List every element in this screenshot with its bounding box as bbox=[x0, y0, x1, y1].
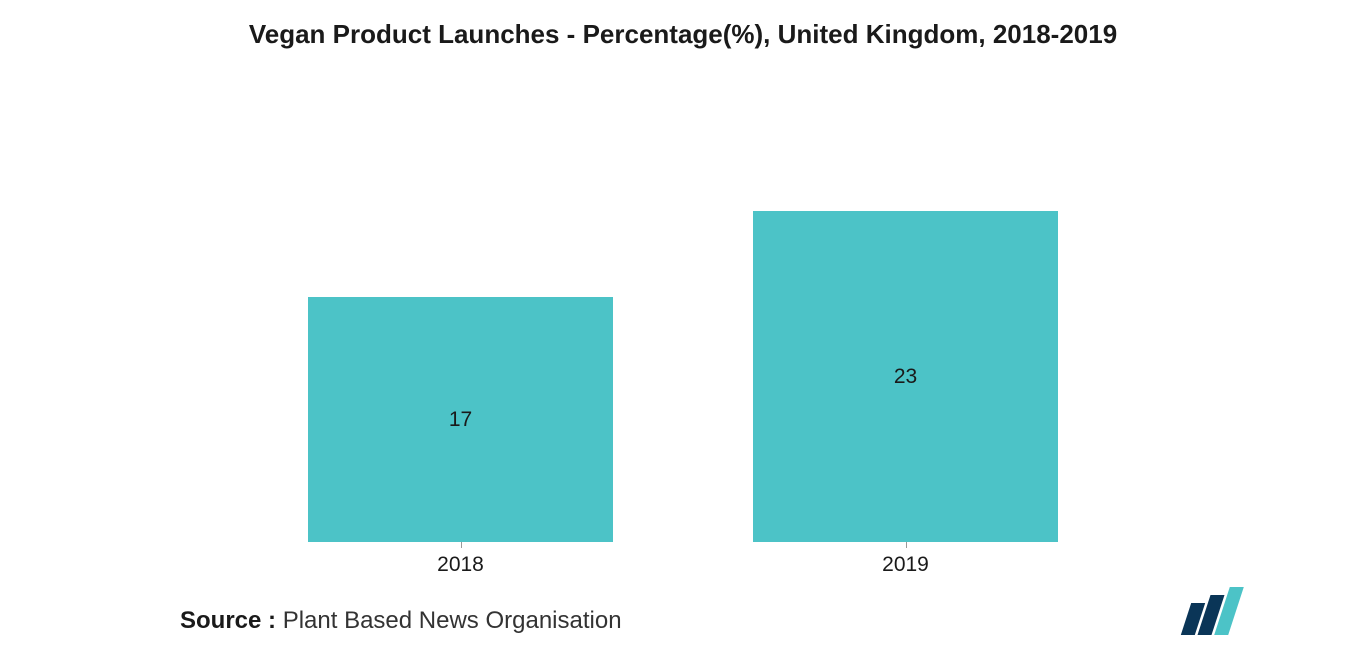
bar-label-2018: 2018 bbox=[437, 553, 484, 577]
bar-value-2019: 23 bbox=[894, 365, 917, 389]
chart-title: Vegan Product Launches - Percentage(%), … bbox=[0, 18, 1366, 52]
tick-mark bbox=[461, 542, 462, 548]
bar-value-2018: 17 bbox=[449, 408, 472, 432]
bar-group-2019: 23 2019 bbox=[753, 211, 1058, 542]
chart-container: Vegan Product Launches - Percentage(%), … bbox=[0, 0, 1366, 655]
bar-2019: 23 bbox=[753, 211, 1058, 542]
bar-2018: 17 bbox=[308, 297, 613, 542]
bars-wrapper: 17 2018 23 2019 bbox=[308, 182, 1058, 542]
tick-mark bbox=[906, 542, 907, 548]
source-citation: Source : Plant Based News Organisation bbox=[180, 607, 622, 635]
brand-logo bbox=[1186, 587, 1256, 635]
plot-area: 17 2018 23 2019 bbox=[0, 82, 1366, 587]
source-label: Source : bbox=[180, 607, 276, 634]
source-org: Plant Based News Organisation bbox=[283, 607, 622, 634]
bar-label-2019: 2019 bbox=[882, 553, 929, 577]
footer-area: Source : Plant Based News Organisation bbox=[0, 587, 1366, 655]
bar-group-2018: 17 2018 bbox=[308, 297, 613, 542]
